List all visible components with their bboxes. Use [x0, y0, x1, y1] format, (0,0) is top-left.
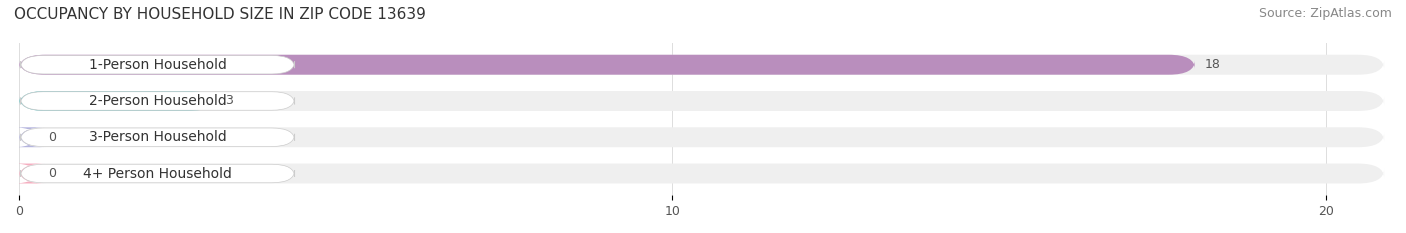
FancyBboxPatch shape: [20, 55, 1195, 75]
Text: 0: 0: [48, 131, 56, 144]
FancyBboxPatch shape: [20, 55, 1384, 75]
Text: 18: 18: [1205, 58, 1220, 71]
Text: Source: ZipAtlas.com: Source: ZipAtlas.com: [1258, 7, 1392, 20]
FancyBboxPatch shape: [20, 128, 295, 147]
Text: 2-Person Household: 2-Person Household: [89, 94, 226, 108]
Text: 1-Person Household: 1-Person Household: [89, 58, 226, 72]
FancyBboxPatch shape: [20, 127, 1384, 147]
Text: 4+ Person Household: 4+ Person Household: [83, 167, 232, 181]
FancyBboxPatch shape: [20, 91, 1384, 111]
Text: 3-Person Household: 3-Person Household: [89, 130, 226, 144]
FancyBboxPatch shape: [20, 164, 295, 183]
Text: 0: 0: [48, 167, 56, 180]
FancyBboxPatch shape: [13, 164, 45, 184]
FancyBboxPatch shape: [20, 55, 295, 74]
FancyBboxPatch shape: [20, 91, 215, 111]
FancyBboxPatch shape: [20, 92, 295, 110]
Text: OCCUPANCY BY HOUSEHOLD SIZE IN ZIP CODE 13639: OCCUPANCY BY HOUSEHOLD SIZE IN ZIP CODE …: [14, 7, 426, 22]
FancyBboxPatch shape: [20, 164, 1384, 184]
Text: 3: 3: [225, 95, 232, 107]
FancyBboxPatch shape: [13, 127, 45, 147]
